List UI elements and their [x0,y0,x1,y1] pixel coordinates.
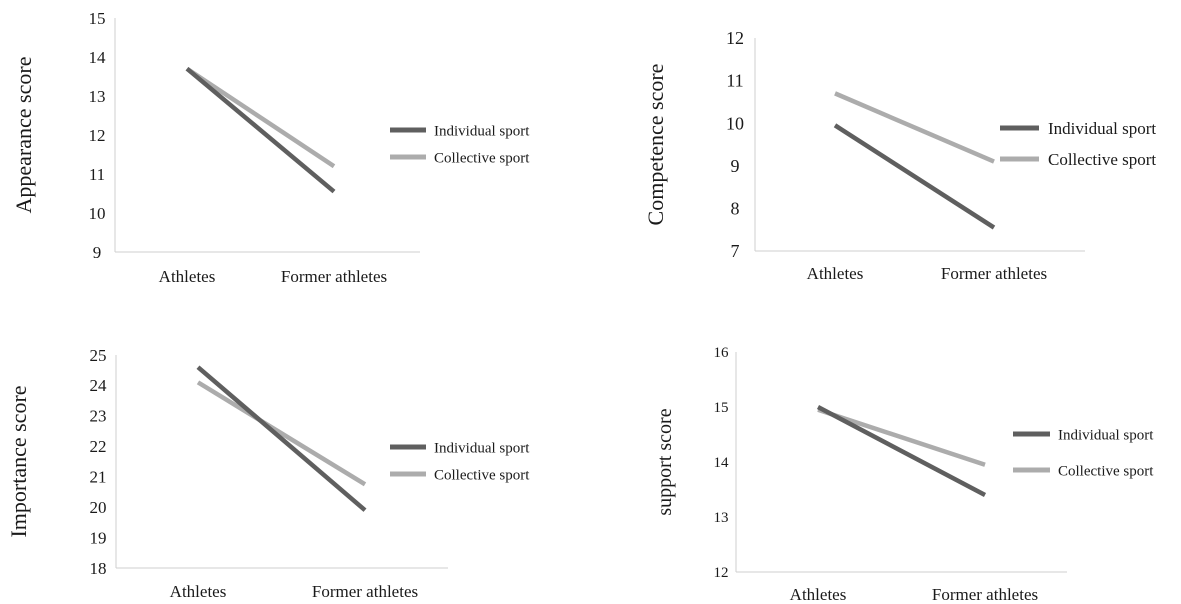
x-category-label: Former athletes [312,582,418,601]
x-category-label: Former athletes [932,585,1038,604]
y-tick-label: 10 [89,204,106,223]
legend-label-collective: Collective sport [434,467,530,483]
y-tick-label: 9 [93,243,102,262]
y-axis-title: support score [654,408,676,515]
y-axis-title: Appearance score [11,57,36,214]
y-tick-label: 13 [89,87,106,106]
series-line-collective [817,407,986,467]
y-tick-label: 22 [90,437,107,456]
legend-label-individual: Individual sport [1058,427,1154,443]
y-axis-title: Importance score [6,385,31,537]
y-tick-label: 25 [90,346,107,365]
y-tick-label: 13 [714,510,729,526]
series-line-individual [833,123,996,230]
legend-label-individual: Individual sport [434,123,530,139]
y-tick-label: 8 [731,199,740,219]
chart-panel-4: 12 13 14 15 16 Athletes Former athletes support… [654,345,1154,604]
y-tick-label: 11 [726,71,743,91]
legend-label-individual: Individual sport [434,440,530,456]
y-tick-label: 16 [714,345,730,361]
y-axis-title: Competence score [643,64,668,226]
series-line-individual [196,365,367,512]
chart-panel-1: 9 10 11 12 13 14 15 Athletes Former athletes Appe… [11,9,530,286]
y-tick-label: 24 [90,376,108,395]
x-category-label: Athletes [159,267,216,286]
y-tick-label: 19 [90,528,107,547]
legend-label-collective: Collective sport [1048,150,1156,169]
y-tick-label: 23 [90,407,107,426]
series-line-individual [816,405,987,497]
y-tick-label: 21 [90,467,107,486]
x-category-label: Former athletes [281,267,387,286]
legend-label-collective: Collective sport [1058,463,1154,479]
series-line-collective [185,66,336,169]
chart-panel-3: 18 19 20 21 22 23 24 25 Athletes Former athletes I… [6,346,530,601]
y-tick-label: 20 [90,498,107,517]
series-line-individual [185,66,336,194]
y-tick-label: 12 [89,126,106,145]
x-category-label: Former athletes [941,264,1047,283]
y-tick-label: 15 [714,400,729,416]
y-tick-label: 10 [726,113,744,133]
y-tick-label: 12 [726,28,744,48]
y-tick-label: 11 [89,165,105,184]
y-tick-label: 14 [89,48,107,67]
y-tick-label: 12 [714,565,729,581]
series-line-collective [834,91,995,164]
charts-root: 9 10 11 12 13 14 15 Athletes Former athletes Appe… [6,9,1156,604]
x-category-label: Athletes [170,582,227,601]
chart-panel-2: 7 8 9 10 11 12 Athletes Former athletes Competen… [643,28,1156,283]
series-line-collective [196,380,367,487]
x-category-label: Athletes [790,585,847,604]
x-category-label: Athletes [807,264,864,283]
y-tick-label: 7 [731,241,740,261]
y-tick-label: 18 [90,559,107,578]
legend-label-collective: Collective sport [434,150,530,166]
y-tick-label: 15 [89,9,106,28]
y-tick-label: 9 [731,156,740,176]
y-tick-label: 14 [714,455,730,471]
legend-label-individual: Individual sport [1048,119,1156,138]
